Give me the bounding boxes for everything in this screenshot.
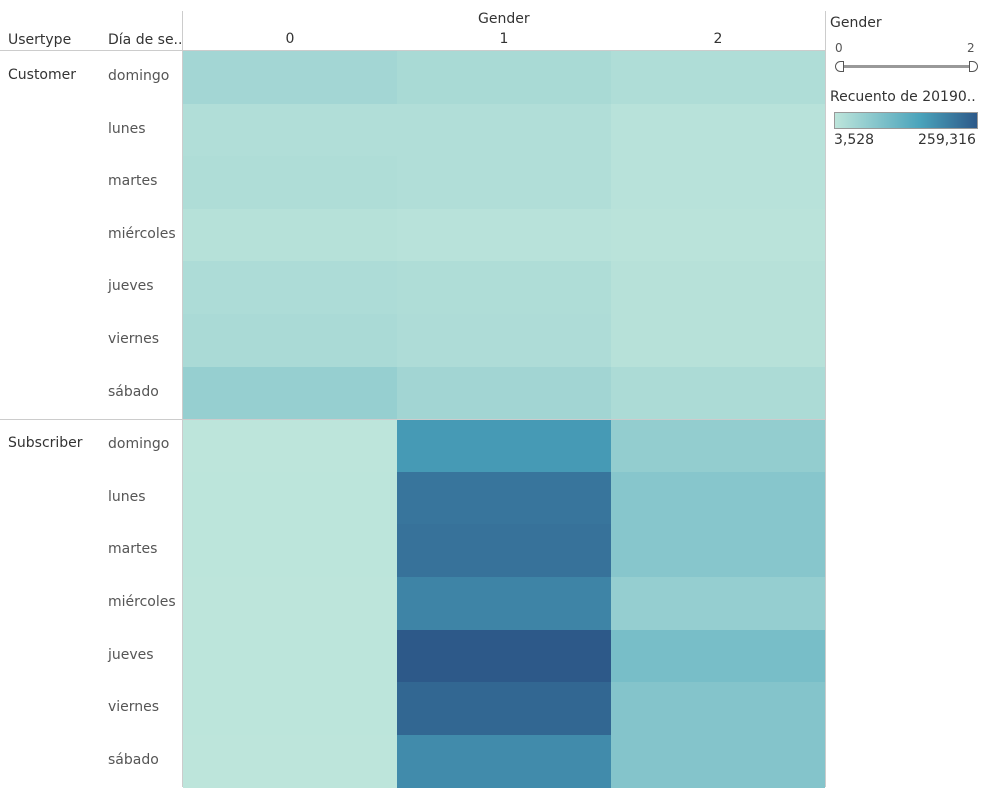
heatmap-cell[interactable] <box>611 51 825 104</box>
column-label-2: 2 <box>713 31 723 47</box>
color-legend-max: 259,316 <box>918 132 976 148</box>
row-header-day: Día de se.. <box>108 32 183 48</box>
day-label: viernes <box>108 699 160 716</box>
heatmap-cell[interactable] <box>183 103 397 157</box>
day-label: lunes <box>108 488 146 505</box>
heatmap-cell[interactable] <box>611 629 825 683</box>
heatmap-cell[interactable] <box>397 524 611 578</box>
day-label: domingo <box>108 436 170 453</box>
heatmap-cell[interactable] <box>183 51 397 104</box>
heatmap-cell[interactable] <box>397 734 611 788</box>
right-divider <box>825 11 826 787</box>
day-label: sábado <box>108 751 159 768</box>
column-label-0: 0 <box>285 31 295 47</box>
day-label: sábado <box>108 383 159 400</box>
heatmap-cell[interactable] <box>397 314 611 367</box>
day-label: miércoles <box>108 225 176 242</box>
heatmap-cell[interactable] <box>611 419 825 473</box>
heatmap-cell[interactable] <box>397 629 611 683</box>
heatmap-grid <box>183 51 825 788</box>
day-label: jueves <box>108 646 154 663</box>
day-label: domingo <box>108 68 170 84</box>
heatmap-cell[interactable] <box>397 577 611 630</box>
gender-filter-title: Gender <box>830 15 882 31</box>
heatmap-cell[interactable] <box>611 103 825 157</box>
heatmap-cell[interactable] <box>397 471 611 525</box>
header-divider-horizontal <box>0 50 826 51</box>
row-header-usertype: Usertype <box>8 32 72 48</box>
column-label-1: 1 <box>499 31 509 47</box>
heatmap-cell[interactable] <box>611 261 825 315</box>
heatmap-cell[interactable] <box>183 577 397 630</box>
day-label: jueves <box>108 278 154 295</box>
heatmap-cell[interactable] <box>183 208 397 262</box>
heatmap-cell[interactable] <box>611 524 825 578</box>
heatmap-cell[interactable] <box>183 261 397 315</box>
heatmap-cell[interactable] <box>183 629 397 683</box>
heatmap-cell[interactable] <box>611 682 825 736</box>
heatmap-cell[interactable] <box>397 156 611 210</box>
day-label: miércoles <box>108 594 176 610</box>
gender-slider-max-handle[interactable] <box>969 61 978 72</box>
usertype-label-customer: Customer <box>8 67 77 83</box>
header-divider-vertical <box>182 11 183 787</box>
gender-filter-max: 2 <box>967 41 975 55</box>
heatmap-cell[interactable] <box>397 366 611 420</box>
gender-slider-track[interactable] <box>838 65 974 68</box>
column-header-gender: Gender <box>478 11 530 27</box>
heatmap-cell[interactable] <box>397 682 611 736</box>
heatmap-cell[interactable] <box>611 366 825 420</box>
color-legend-gradient <box>834 112 978 129</box>
gender-slider-min-handle[interactable] <box>835 61 844 72</box>
color-legend-min: 3,528 <box>834 132 875 148</box>
heatmap-cell[interactable] <box>611 471 825 525</box>
heatmap-cell[interactable] <box>397 261 611 315</box>
day-label: martes <box>108 173 158 190</box>
heatmap-cell[interactable] <box>183 734 397 788</box>
heatmap-cell[interactable] <box>611 314 825 367</box>
heatmap-cell[interactable] <box>611 156 825 210</box>
heatmap-cell[interactable] <box>397 208 611 262</box>
usertype-label-subscriber: Subscriber <box>8 435 83 452</box>
day-label: viernes <box>108 331 160 347</box>
heatmap-cell[interactable] <box>611 734 825 788</box>
heatmap-cell[interactable] <box>183 419 397 473</box>
heatmap-cell[interactable] <box>183 156 397 210</box>
color-legend-title: Recuento de 20190.. <box>830 89 976 105</box>
heatmap-cell[interactable] <box>183 366 397 420</box>
heatmap-cell[interactable] <box>183 471 397 525</box>
day-label: lunes <box>108 120 146 137</box>
heatmap-cell[interactable] <box>183 682 397 736</box>
gender-filter-min: 0 <box>835 41 843 55</box>
group-divider <box>0 419 826 420</box>
day-label: martes <box>108 541 158 558</box>
heatmap-cell[interactable] <box>397 51 611 104</box>
heatmap-cell[interactable] <box>183 524 397 578</box>
heatmap-cell[interactable] <box>611 577 825 630</box>
heatmap-cell[interactable] <box>611 208 825 262</box>
heatmap-cell[interactable] <box>397 103 611 157</box>
heatmap-cell[interactable] <box>397 419 611 473</box>
heatmap-cell[interactable] <box>183 314 397 367</box>
